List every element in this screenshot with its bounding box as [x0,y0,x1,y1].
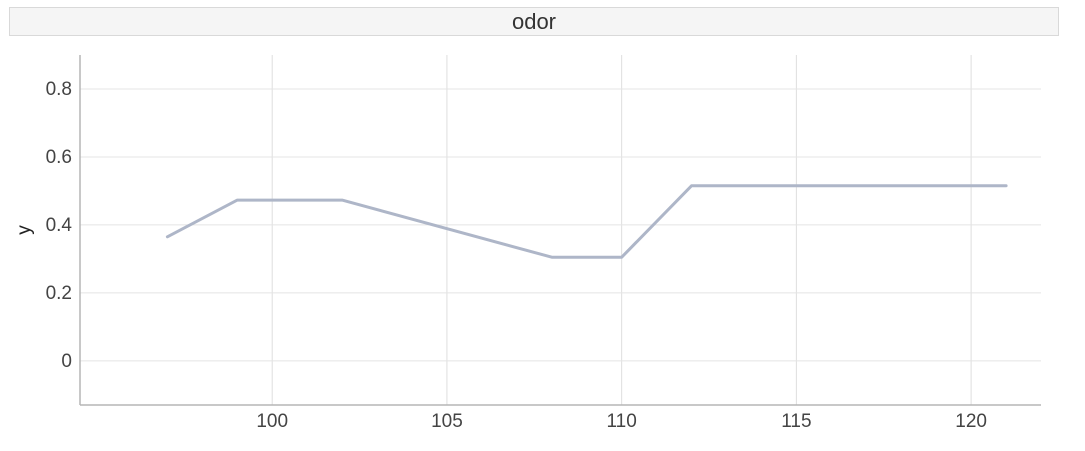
y-tick-label: 0.4 [46,215,73,236]
y-axis-title: y [14,225,35,235]
y-tick-label: 0.2 [46,283,72,304]
gridlines [80,55,1041,405]
y-tick-label: 0.8 [46,79,72,100]
x-tick-label: 115 [781,411,811,432]
series-line [165,184,1008,259]
x-tick-label: 110 [607,411,637,432]
facet-title: odor [9,7,1059,36]
axes [79,55,1041,406]
y-tick-label: 0 [61,351,72,372]
y-tick-label: 0.6 [46,147,72,168]
tick-labels: 100 105 110 115 120 0 0.2 0.4 0.6 0.8 [46,79,987,432]
x-tick-label: 120 [955,411,987,432]
series-layer [165,184,1008,259]
x-tick-label: 105 [431,411,463,432]
x-tick-label: 100 [256,411,288,432]
